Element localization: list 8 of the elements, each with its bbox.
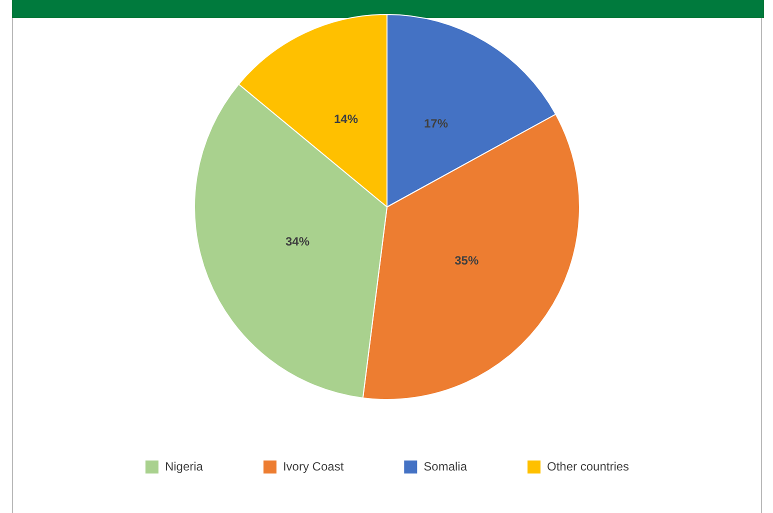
legend-label: Somalia [424, 459, 468, 474]
data-label: 35% [454, 253, 479, 268]
legend-label: Nigeria [164, 459, 204, 474]
data-label: 34% [285, 234, 310, 249]
legend-label: Ivory Coast [282, 459, 344, 474]
data-label: 14% [334, 112, 358, 126]
legend-label: Other countries [547, 459, 630, 474]
data-label: 17% [424, 116, 448, 130]
